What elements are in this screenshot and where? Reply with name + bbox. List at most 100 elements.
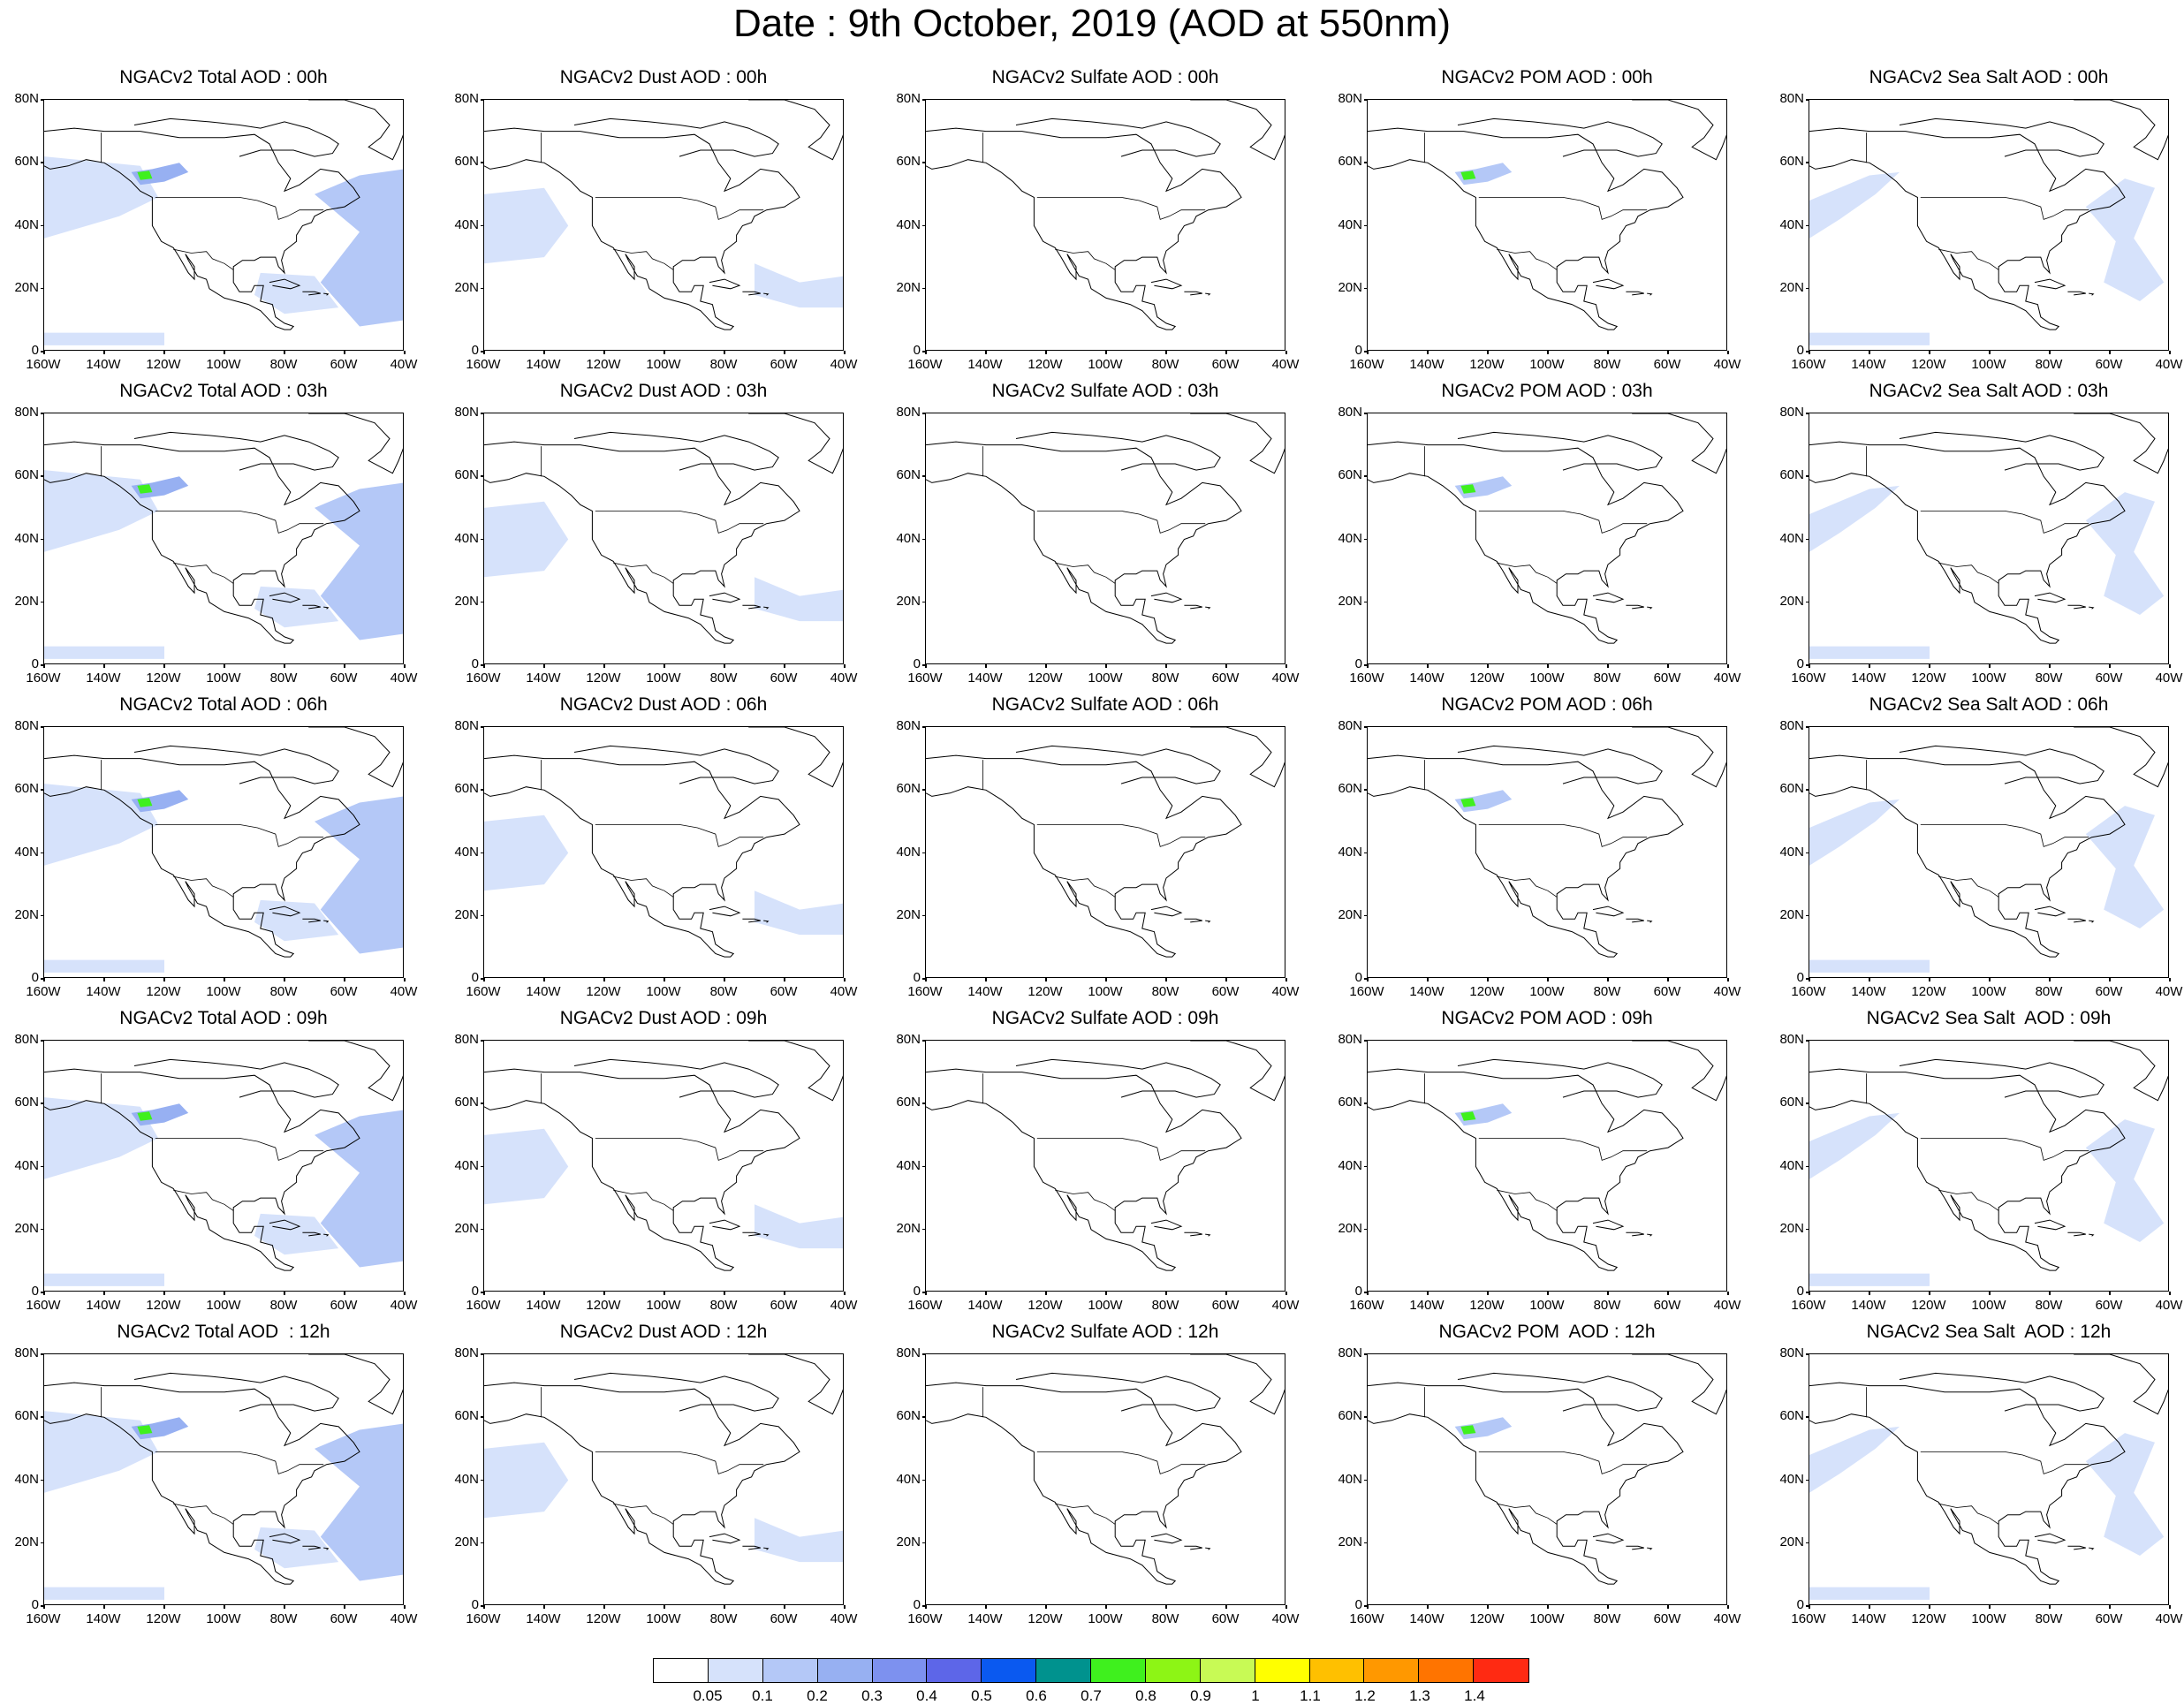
lon-tick-label: 100W xyxy=(646,671,681,686)
lon-tick-label: 60W xyxy=(1211,984,1240,999)
lon-tick-label: 60W xyxy=(330,1611,358,1626)
lat-tick-mark xyxy=(481,224,484,226)
map-canvas xyxy=(926,1354,1285,1585)
lon-tick-label: 40W xyxy=(2155,1298,2183,1313)
lon-tick-mark xyxy=(2109,664,2111,668)
lat-tick-label: 40N xyxy=(1779,1471,1804,1487)
lon-tick-mark xyxy=(1547,1605,1549,1609)
coastline xyxy=(1457,431,1663,471)
colorbar-label: 0.05 xyxy=(693,1687,723,1704)
coastline xyxy=(44,441,360,644)
lon-tick-mark xyxy=(1045,1605,1047,1609)
lon-tick-label: 40W xyxy=(1713,1611,1741,1626)
colorbar-label: 0.8 xyxy=(1135,1687,1156,1704)
lon-tick-label: 80W xyxy=(1151,357,1179,372)
lat-tick-label: 0 xyxy=(913,970,921,985)
lon-tick-mark xyxy=(2169,1605,2171,1609)
lon-tick-mark xyxy=(1165,664,1167,668)
lon-tick-mark xyxy=(784,978,785,981)
lon-tick-label: 140W xyxy=(526,1298,561,1313)
lon-tick-mark xyxy=(925,978,927,981)
lat-tick-mark xyxy=(41,475,44,477)
lat-tick-label: 20N xyxy=(14,279,39,295)
lat-tick-mark xyxy=(1806,726,1809,728)
aod-field xyxy=(1809,332,1930,345)
coastline xyxy=(1899,117,2104,157)
lat-tick-mark xyxy=(922,351,926,352)
lon-tick-label: 80W xyxy=(709,671,738,686)
lon-tick-label: 100W xyxy=(1088,357,1123,372)
lon-tick-label: 60W xyxy=(2095,671,2123,686)
lon-tick-mark xyxy=(1989,978,1991,981)
panel-title: NGACv2 Total AOD : 12h xyxy=(117,1322,330,1342)
lon-tick-label: 160W xyxy=(907,357,943,372)
lon-tick-mark xyxy=(2049,978,2051,981)
aod-field xyxy=(1460,170,1476,180)
lon-tick-label: 120W xyxy=(1469,1298,1505,1313)
lat-tick-mark xyxy=(41,1228,44,1231)
coastline xyxy=(1626,604,1644,610)
lon-tick-mark xyxy=(163,978,165,981)
coastline xyxy=(2067,604,2086,610)
lon-tick-label: 80W xyxy=(269,671,298,686)
lat-tick-label: 20N xyxy=(896,1534,921,1550)
lon-tick-label: 140W xyxy=(86,357,121,372)
aod-map xyxy=(1809,1353,2169,1605)
lat-tick-mark xyxy=(1806,1040,1809,1042)
lon-tick-mark xyxy=(664,1605,665,1609)
colorbar-label: 0.3 xyxy=(861,1687,883,1704)
lat-tick-mark xyxy=(922,664,926,666)
aod-map xyxy=(925,413,1285,664)
lat-tick-label: 0 xyxy=(1354,1597,1362,1612)
aod-map xyxy=(925,99,1285,351)
lon-tick-mark xyxy=(404,1292,406,1295)
lat-tick-label: 0 xyxy=(1796,970,1804,985)
lat-tick-mark xyxy=(41,914,44,917)
lat-tick-label: 60N xyxy=(1338,1408,1362,1424)
lon-tick-label: 160W xyxy=(1349,671,1384,686)
coastline xyxy=(302,918,321,923)
coastline xyxy=(2067,1231,2086,1237)
lon-tick-mark xyxy=(985,1292,987,1295)
lon-tick-label: 140W xyxy=(526,357,561,372)
panel-title: NGACv2 Dust AOD : 12h xyxy=(559,1322,768,1342)
lon-tick-label: 40W xyxy=(390,1611,418,1626)
lon-tick-label: 80W xyxy=(1151,671,1179,686)
lat-tick-label: 40N xyxy=(454,844,479,860)
aod-field xyxy=(1809,1426,1900,1493)
lon-tick-label: 160W xyxy=(26,984,61,999)
coastline xyxy=(1632,727,1726,788)
lat-tick-mark xyxy=(41,287,44,290)
lat-tick-mark xyxy=(1364,914,1368,917)
country-border xyxy=(613,1503,674,1525)
lon-tick-label: 160W xyxy=(1791,1611,1826,1626)
lon-tick-mark xyxy=(1045,351,1047,354)
country-border xyxy=(613,248,674,270)
lat-tick-mark xyxy=(481,852,484,853)
country-border xyxy=(155,1451,324,1474)
lat-tick-label: 20N xyxy=(454,1220,479,1236)
lon-tick-label: 120W xyxy=(1911,984,1946,999)
lon-tick-label: 120W xyxy=(1911,357,1946,372)
coastline xyxy=(2074,413,2168,474)
lon-tick-mark xyxy=(284,351,285,354)
coastline xyxy=(1457,745,1663,784)
lon-tick-mark xyxy=(43,1605,45,1609)
country-border xyxy=(1938,248,1999,270)
lon-tick-mark xyxy=(1547,1292,1549,1295)
lat-tick-mark xyxy=(922,413,926,414)
main-title: Date : 9th October, 2019 (AOD at 550nm) xyxy=(733,2,1451,45)
lon-tick-label: 160W xyxy=(26,1298,61,1313)
lon-tick-mark xyxy=(224,978,225,981)
coastline xyxy=(2089,1547,2095,1550)
map-canvas xyxy=(44,100,403,345)
lon-tick-mark xyxy=(483,978,485,981)
coastline xyxy=(2034,1533,2066,1544)
coastline xyxy=(926,441,1242,644)
lon-tick-mark xyxy=(1727,351,1729,354)
lat-tick-label: 80N xyxy=(1779,718,1804,733)
lon-tick-mark xyxy=(344,351,345,354)
country-border xyxy=(595,197,764,220)
lat-tick-mark xyxy=(481,351,484,352)
lon-tick-mark xyxy=(1487,664,1489,668)
